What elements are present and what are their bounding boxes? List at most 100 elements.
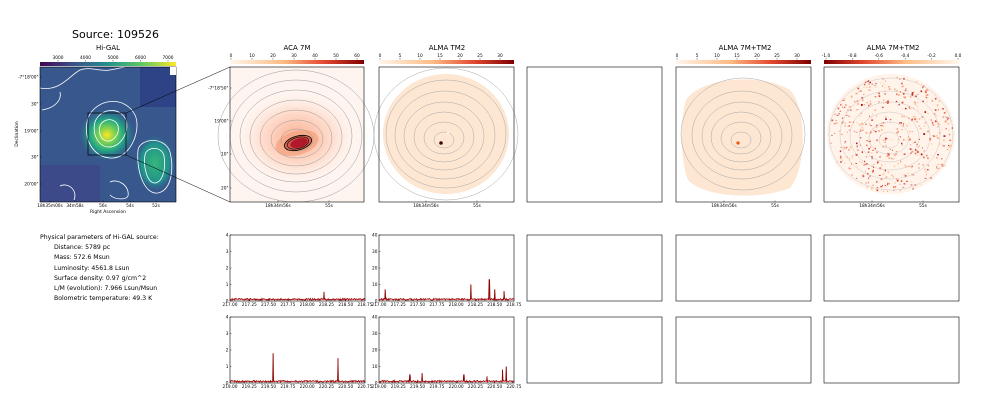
- noise-pixel: [848, 167, 850, 170]
- spec-x-label: 219.75: [429, 384, 444, 390]
- higal-cb-label: 4000: [80, 55, 91, 61]
- noise-pixel: [905, 165, 907, 168]
- noise-pixel: [874, 96, 877, 98]
- noise-pixel: [859, 129, 862, 132]
- noise-pixel: [899, 91, 901, 93]
- noise-pixel: [910, 144, 912, 146]
- noise-pixel: [862, 163, 865, 166]
- noise-pixel: [917, 146, 919, 148]
- param-luminosity: Luminosity: 4561.8 Lsun: [54, 264, 130, 272]
- noise-pixel: [896, 76, 898, 79]
- noise-pixel: [876, 139, 878, 142]
- noise-pixel: [852, 157, 853, 159]
- combo-cb-label: 0: [676, 53, 679, 59]
- noise-pixel: [908, 130, 911, 133]
- tm2-cb-label: 15: [437, 53, 443, 59]
- spec-y-label: 2: [226, 266, 229, 272]
- noise-pixel: [856, 100, 859, 102]
- higal-colorbar-ticks: 3000 4000 5000 6000 7000: [53, 55, 174, 62]
- noise-pixel: [865, 123, 867, 125]
- spec-x-label: 218.75: [506, 302, 521, 308]
- tm2-cb-label: 5: [399, 53, 402, 59]
- noise-pixel: [927, 113, 929, 114]
- noise-pixel: [841, 117, 844, 119]
- spec-x-label: 220.50: [487, 384, 502, 390]
- noise-pixel: [849, 146, 852, 149]
- noise-pixel: [911, 131, 913, 132]
- noise-pixel: [850, 168, 852, 170]
- noise-pixel: [908, 106, 910, 109]
- noise-pixel: [887, 155, 889, 157]
- noise-pixel: [916, 143, 918, 146]
- noise-pixel: [946, 119, 948, 121]
- spec-x-label: 220.25: [468, 384, 483, 390]
- noise-pixel: [945, 110, 947, 112]
- combo-cb-label: 15: [734, 53, 740, 59]
- noise-pixel: [882, 85, 883, 87]
- noise-pixel: [934, 120, 936, 123]
- noise-pixel: [949, 139, 951, 142]
- noise-pixel: [923, 150, 925, 152]
- spec-y-label: 30: [372, 249, 378, 255]
- noise-pixel: [914, 141, 917, 143]
- combo2-colorbar: [824, 60, 959, 64]
- noise-pixel: [948, 145, 950, 146]
- noise-pixel: [936, 165, 938, 167]
- noise-pixel: [903, 173, 905, 176]
- spec-x-label: 217.00: [222, 302, 237, 308]
- noise-pixel: [835, 120, 837, 121]
- aca-y-label: 19'00": [214, 119, 228, 125]
- noise-pixel: [866, 186, 868, 188]
- noise-pixel: [874, 147, 876, 150]
- noise-pixel: [925, 89, 928, 91]
- noise-pixel: [902, 122, 904, 125]
- noise-pixel: [861, 97, 864, 99]
- noise-pixel: [950, 144, 952, 147]
- noise-pixel: [901, 82, 903, 85]
- spec-y-label: 20: [372, 266, 378, 272]
- spec-x-label: 218.50: [338, 302, 353, 308]
- noise-pixel: [848, 115, 850, 117]
- noise-pixel: [923, 156, 925, 159]
- noise-pixel: [934, 97, 937, 100]
- noise-pixel: [840, 155, 842, 158]
- noise-pixel: [856, 142, 858, 145]
- noise-pixel: [914, 152, 917, 155]
- higal-x-ticks: 18h35m00s 34m58s 56s 54s 52s: [37, 200, 161, 209]
- spectrum-line: [378, 279, 515, 302]
- noise-pixel: [909, 96, 912, 98]
- noise-pixel: [842, 160, 844, 162]
- noise-pixel: [871, 83, 874, 85]
- noise-pixel: [874, 130, 877, 133]
- spec-y-label: 20: [372, 348, 378, 354]
- noise-pixel: [835, 122, 838, 124]
- tm2-cb-label: 10: [417, 53, 423, 59]
- combo-cb-label: 20: [754, 53, 760, 59]
- spec-x-label: 217.50: [261, 302, 276, 308]
- noise-pixel: [926, 154, 928, 157]
- tm2-source-dot: [439, 141, 443, 145]
- noise-pixel: [858, 114, 861, 117]
- noise-pixel: [845, 104, 847, 106]
- noise-pixel: [858, 102, 860, 104]
- tm2-x-label: 18h34m56s: [413, 203, 439, 209]
- noise-pixel: [937, 154, 939, 156]
- noise-pixel: [919, 153, 922, 156]
- spec-x-label: 219.00: [222, 384, 237, 390]
- aca-x-label: 55s: [325, 203, 333, 209]
- noise-pixel: [856, 149, 859, 151]
- spec-y-label: 3: [226, 249, 229, 255]
- spectrum-spec-tm2-1: 0 10 20 30 40 217.00 217.25 217.50 217.75 218.00 2…: [371, 233, 521, 309]
- noise-pixel: [928, 130, 930, 133]
- noise-pixel: [840, 103, 842, 106]
- noise-pixel: [844, 106, 846, 108]
- noise-pixel: [848, 125, 850, 127]
- higal-contours: [39, 66, 173, 201]
- noise-pixel: [859, 161, 861, 163]
- noise-pixel: [885, 178, 887, 179]
- noise-pixel: [884, 141, 886, 143]
- noise-pixel: [858, 109, 860, 110]
- noise-pixel: [854, 100, 856, 103]
- noise-pixel: [878, 95, 881, 98]
- higal-y-label: 19'00": [24, 129, 38, 135]
